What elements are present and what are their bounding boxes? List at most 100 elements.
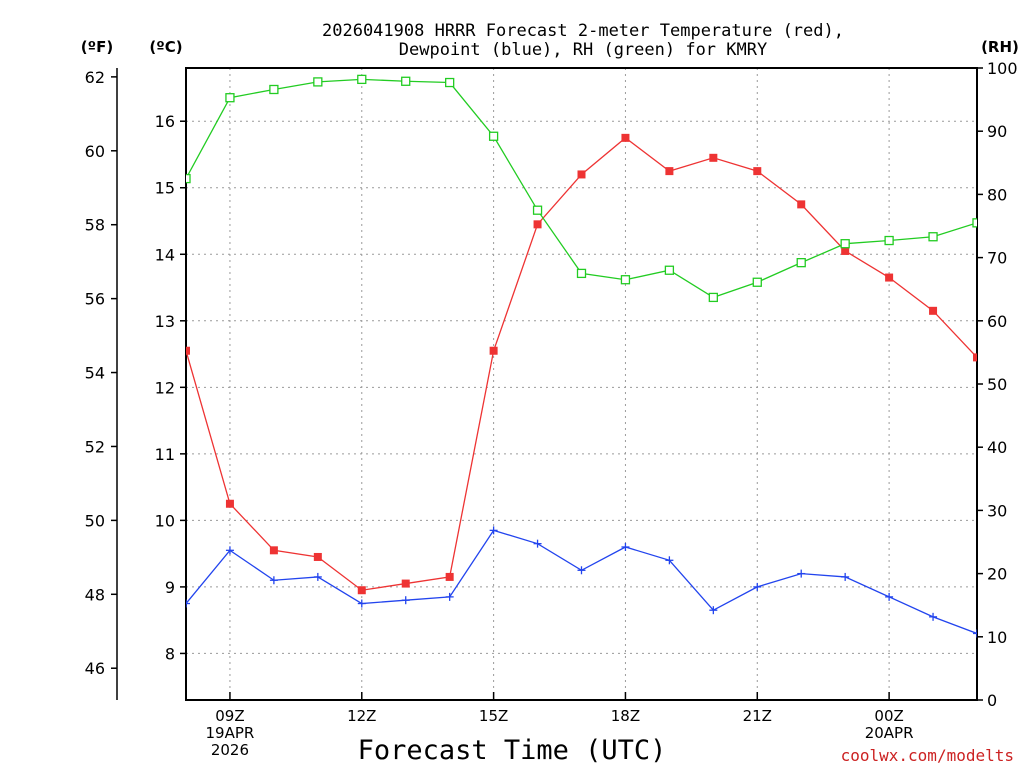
temperature-point-3 [313, 552, 322, 561]
fahrenheit-tick-label-62: 62 [85, 68, 105, 87]
celsius-tick-label-8: 8 [165, 644, 175, 663]
x-tick-label-18-0: 18Z [611, 707, 640, 725]
dewpoint-point-8 [533, 539, 542, 548]
dewpoint-point-1 [225, 546, 234, 555]
rh-tick-label-10: 10 [987, 628, 1007, 647]
celsius-tick-label-12: 12 [155, 378, 175, 397]
rh-unit-label: (RH) [981, 38, 1019, 56]
temperature-point-5 [401, 579, 410, 588]
dewpoint-point-6 [445, 592, 454, 601]
dewpoint-point-0 [186, 599, 190, 608]
rh-point-8 [532, 205, 543, 215]
dewpoint-series [186, 526, 977, 638]
celsius-tick-label-14: 14 [155, 245, 175, 264]
rh-point-12 [708, 292, 718, 303]
temperature-point-18 [973, 353, 977, 362]
rh-point-18 [972, 218, 977, 228]
dewpoint-point-3 [313, 572, 322, 581]
x-tick-label-15-0: 15Z [479, 707, 508, 725]
dewpoint-point-12 [709, 606, 718, 615]
rh-tick-label-70: 70 [987, 249, 1007, 268]
rh-tick-label-90: 90 [987, 122, 1007, 141]
rh-tick-label-100: 100 [987, 59, 1018, 78]
rh-point-4 [357, 74, 367, 85]
rh-point-11 [664, 265, 675, 275]
rh-point-15 [840, 239, 850, 249]
x-tick-label-24-0: 00Z [874, 707, 903, 725]
temperature-point-11 [665, 167, 674, 176]
plot-frame [185, 67, 978, 701]
temperature-point-15 [841, 246, 850, 255]
temperature-point-17 [929, 306, 938, 315]
chart-title-line-2: Dewpoint (blue), RH (green) for KMRY [399, 40, 767, 60]
celsius-tick-label-13: 13 [155, 312, 175, 331]
dewpoint-point-14 [797, 569, 806, 578]
credit-link[interactable]: coolwx.com/modelts [841, 746, 1014, 765]
axes: 46 48 50 52 54 56 58 60 62 8 9 10 11 12 13 14 15 16 0 10 20 3… [85, 59, 1018, 759]
dewpoint-point-2 [269, 576, 278, 585]
x-tick-label-9-0: 09Z [215, 707, 244, 725]
rh-point-7 [488, 131, 499, 141]
data-series [186, 74, 977, 638]
rh-point-2 [269, 84, 279, 95]
dewpoint-point-17 [929, 612, 938, 621]
fahrenheit-tick-label-46: 46 [85, 659, 105, 678]
temperature-point-1 [225, 499, 234, 508]
rh-point-13 [752, 277, 762, 287]
dewpoint-point-11 [665, 556, 674, 565]
fahrenheit-tick-label-60: 60 [85, 142, 105, 161]
rh-point-1 [225, 93, 235, 103]
dewpoint-point-18 [973, 629, 977, 638]
temperature-point-4 [357, 586, 366, 595]
rh-tick-label-30: 30 [987, 501, 1007, 520]
x-tick-label-12-0: 12Z [347, 707, 376, 725]
x-tick-label-9-2: 2026 [211, 741, 249, 759]
rh-series [186, 74, 977, 303]
dewpoint-point-10 [621, 542, 630, 551]
dewpoint-point-16 [885, 592, 894, 601]
fahrenheit-tick-label-54: 54 [85, 364, 105, 383]
temperature-point-6 [445, 572, 454, 581]
celsius-tick-label-10: 10 [155, 511, 175, 530]
temperature-point-9 [577, 170, 586, 179]
rh-point-6 [445, 77, 455, 88]
temperature-point-8 [533, 220, 542, 229]
rh-tick-label-0: 0 [987, 691, 997, 710]
temperature-point-10 [621, 133, 630, 142]
x-tick-label-9-1: 19APR [206, 724, 255, 742]
fahrenheit-tick-label-58: 58 [85, 216, 105, 235]
celsius-tick-label-16: 16 [155, 112, 175, 131]
x-tick-label-21-0: 21Z [743, 707, 772, 725]
x-tick-label-24-1: 20APR [865, 724, 914, 742]
celsius-tick-label-15: 15 [155, 179, 175, 198]
rh-point-0 [186, 173, 191, 184]
grid-lines [186, 68, 977, 700]
rh-point-10 [620, 275, 631, 285]
x-axis-label: Forecast Time (UTC) [358, 735, 667, 766]
rh-tick-label-60: 60 [987, 312, 1007, 331]
celsius-tick-label-9: 9 [165, 578, 175, 597]
rh-tick-label-80: 80 [987, 185, 1007, 204]
rh-tick-label-20: 20 [987, 565, 1007, 584]
temperature-line [186, 137, 977, 591]
temperature-point-12 [709, 153, 718, 162]
temperature-point-13 [753, 167, 762, 176]
rh-point-5 [401, 76, 411, 86]
temperature-point-14 [797, 200, 806, 209]
dewpoint-point-7 [489, 526, 498, 535]
fahrenheit-tick-label-48: 48 [85, 585, 105, 604]
temperature-point-0 [186, 346, 190, 355]
rh-line [186, 78, 977, 299]
temperature-series [186, 133, 977, 595]
dewpoint-point-9 [577, 566, 586, 575]
fahrenheit-unit-label: (ºF) [81, 38, 113, 56]
fahrenheit-tick-label-52: 52 [85, 437, 105, 456]
fahrenheit-tick-label-50: 50 [85, 511, 105, 530]
dewpoint-point-15 [841, 572, 850, 581]
chart-title-line-1: 2026041908 HRRR Forecast 2-meter Tempera… [322, 21, 844, 41]
celsius-unit-label: (ºC) [149, 38, 182, 56]
rh-point-17 [928, 232, 938, 242]
rh-tick-label-50: 50 [987, 375, 1007, 394]
rh-point-16 [884, 235, 894, 246]
